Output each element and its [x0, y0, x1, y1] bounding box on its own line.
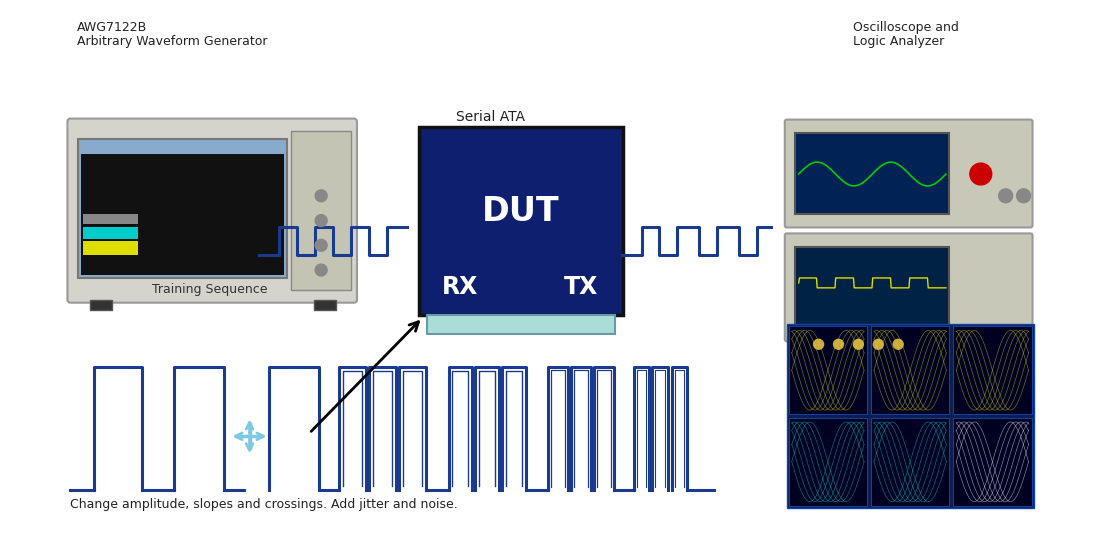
- Text: RX: RX: [442, 275, 479, 299]
- Bar: [427, 314, 614, 334]
- Circle shape: [315, 190, 327, 201]
- Bar: [788, 327, 867, 414]
- Circle shape: [853, 339, 863, 349]
- Circle shape: [970, 163, 992, 185]
- Bar: [795, 133, 949, 213]
- Bar: [314, 300, 336, 310]
- Circle shape: [874, 339, 884, 349]
- Text: Change amplitude, slopes and crossings. Add jitter and noise.: Change amplitude, slopes and crossings. …: [70, 498, 458, 511]
- Bar: [83, 228, 138, 239]
- Text: Training Sequence: Training Sequence: [152, 283, 267, 296]
- FancyBboxPatch shape: [785, 233, 1033, 341]
- Circle shape: [315, 264, 327, 276]
- Bar: [787, 324, 1034, 508]
- Circle shape: [814, 339, 823, 349]
- Circle shape: [894, 339, 903, 349]
- Bar: [795, 247, 949, 328]
- Bar: [954, 327, 1031, 414]
- Text: Oscilloscope and: Oscilloscope and: [853, 21, 959, 34]
- FancyBboxPatch shape: [785, 120, 1033, 228]
- Text: Serial ATA: Serial ATA: [456, 110, 525, 124]
- Circle shape: [833, 339, 843, 349]
- Bar: [871, 418, 949, 506]
- Bar: [954, 418, 1031, 506]
- Bar: [83, 241, 138, 255]
- Text: Arbitrary Waveform Generator: Arbitrary Waveform Generator: [78, 35, 268, 49]
- Circle shape: [1016, 189, 1030, 203]
- Text: TX: TX: [564, 275, 598, 299]
- Bar: [83, 213, 138, 223]
- Text: DUT: DUT: [482, 194, 560, 228]
- Bar: [81, 154, 285, 275]
- Bar: [788, 418, 867, 506]
- Bar: [291, 132, 351, 290]
- Circle shape: [999, 189, 1013, 203]
- Bar: [90, 300, 112, 310]
- Bar: [871, 327, 949, 414]
- Text: AWG7122B: AWG7122B: [78, 21, 148, 34]
- Text: Logic Analyzer: Logic Analyzer: [853, 35, 945, 49]
- Circle shape: [315, 215, 327, 227]
- Circle shape: [315, 239, 327, 251]
- Bar: [418, 127, 623, 314]
- FancyBboxPatch shape: [68, 118, 357, 302]
- Bar: [79, 139, 287, 278]
